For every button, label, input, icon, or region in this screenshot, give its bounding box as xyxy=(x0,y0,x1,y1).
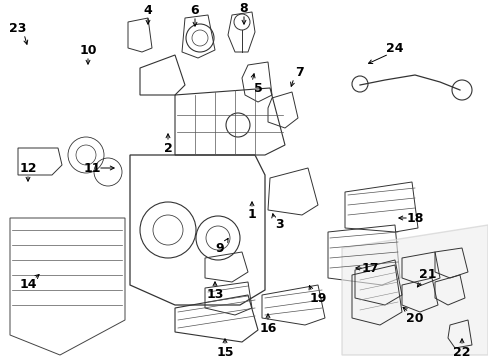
Text: 6: 6 xyxy=(190,4,199,17)
Text: 11: 11 xyxy=(83,162,101,175)
Text: 23: 23 xyxy=(9,22,27,35)
Text: 4: 4 xyxy=(143,4,152,17)
Text: 3: 3 xyxy=(275,219,284,231)
Text: 17: 17 xyxy=(361,261,378,274)
Text: 7: 7 xyxy=(295,66,304,78)
Text: 20: 20 xyxy=(406,311,423,324)
Text: 22: 22 xyxy=(452,346,470,359)
Text: 2: 2 xyxy=(163,141,172,154)
Text: 12: 12 xyxy=(19,162,37,175)
Text: 16: 16 xyxy=(259,321,276,334)
Text: 8: 8 xyxy=(239,1,248,14)
Text: 14: 14 xyxy=(19,279,37,292)
Text: 9: 9 xyxy=(215,242,224,255)
Text: 18: 18 xyxy=(406,211,423,225)
Text: 19: 19 xyxy=(309,292,326,305)
Text: 10: 10 xyxy=(79,44,97,57)
Text: 15: 15 xyxy=(216,346,233,359)
Text: 13: 13 xyxy=(206,288,223,302)
Text: 1: 1 xyxy=(247,208,256,221)
Text: 24: 24 xyxy=(386,41,403,54)
Polygon shape xyxy=(341,225,487,355)
Text: 5: 5 xyxy=(253,81,262,94)
Text: 21: 21 xyxy=(418,269,436,282)
